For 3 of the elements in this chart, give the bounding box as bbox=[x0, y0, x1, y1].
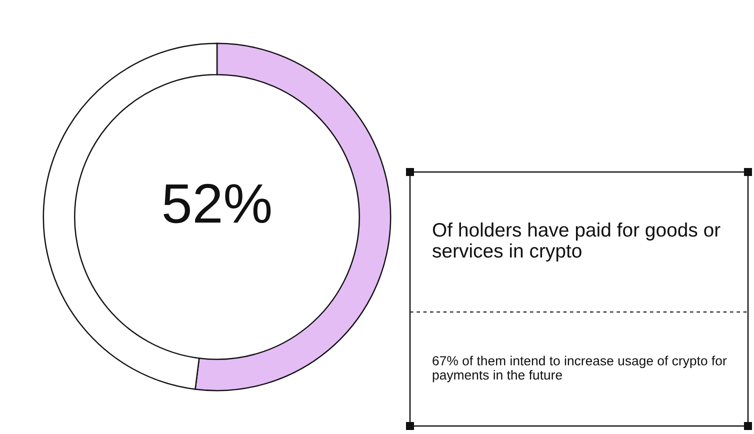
text: 67% of them intend to increase usage of crypto for payments in the future bbox=[432, 356, 727, 382]
text: Of holders have paid for goods or services in crypto bbox=[432, 222, 720, 262]
data-label: 52% bbox=[164, 184, 271, 224]
